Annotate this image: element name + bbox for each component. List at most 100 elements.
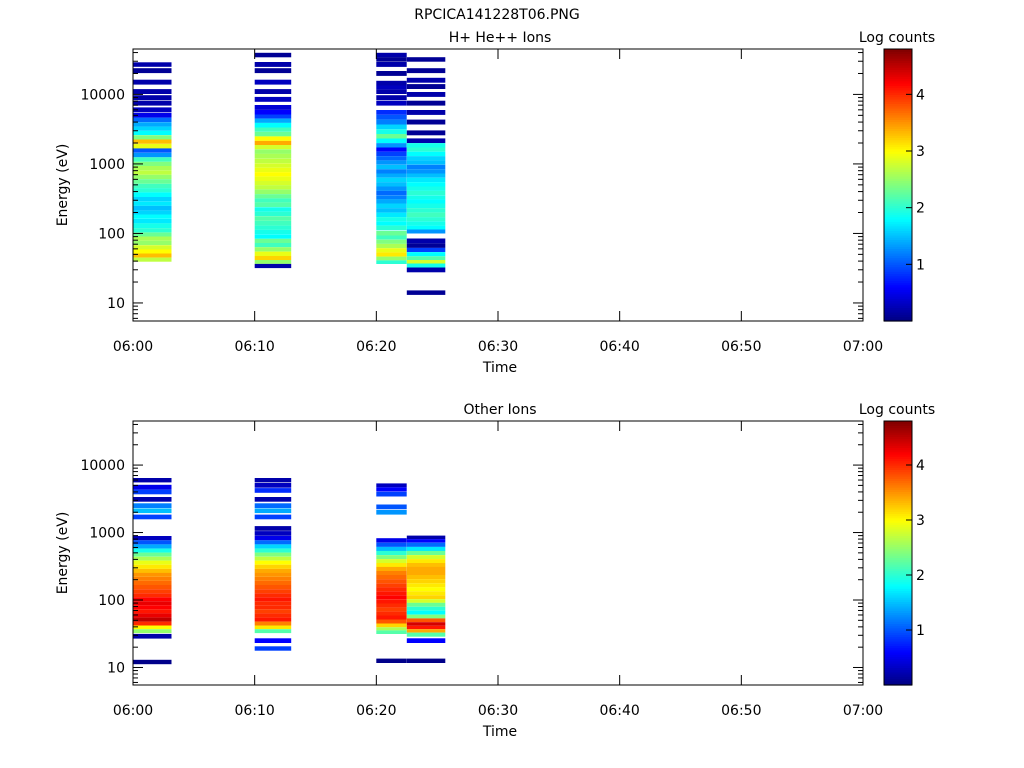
spectrogram-cell: [406, 100, 446, 106]
spectrogram-cell: [376, 119, 407, 125]
colorbar-segment: [884, 300, 912, 304]
colorbar-segment: [884, 667, 912, 671]
spectrogram-cell: [254, 508, 292, 514]
spectrogram-cell: [406, 169, 446, 174]
spectrogram-cell: [254, 597, 292, 602]
colorbar-segment: [884, 627, 912, 631]
spectrogram-cell: [406, 542, 446, 547]
spectrogram-cell: [406, 57, 446, 62]
spectrogram-cell: [254, 207, 292, 212]
spectrogram-cell: [133, 253, 172, 258]
colorbar-segment: [884, 623, 912, 627]
colorbar-segment: [884, 309, 912, 313]
colorbar-segment: [884, 60, 912, 64]
colorbar-segment: [884, 80, 912, 84]
colorbar-segment: [884, 605, 912, 609]
colorbar-segment: [884, 175, 912, 179]
spectrogram-cell: [376, 599, 407, 604]
spectrogram-cell: [133, 232, 172, 237]
colorbar-segment: [884, 634, 912, 638]
colorbar-segment: [884, 652, 912, 655]
colorbar-segment: [884, 107, 912, 111]
spectrogram-cell: [254, 568, 292, 573]
spectrogram-cell: [133, 544, 172, 549]
colorbar-segment: [884, 214, 912, 218]
colorbar-segment: [884, 533, 912, 536]
spectrogram-cell: [133, 143, 172, 149]
spectrogram-cell: [376, 658, 407, 663]
spectrogram-cell: [133, 157, 172, 162]
colorbar-segment: [884, 155, 912, 159]
y-tick-label: 1000: [89, 157, 125, 173]
spectrogram-cell: [133, 621, 172, 626]
spectrogram-cell: [133, 152, 172, 158]
colorbar-segment: [884, 130, 912, 134]
spectrogram-cell: [133, 100, 172, 106]
colorbar-segment: [884, 478, 912, 481]
spectrogram-cell: [254, 621, 292, 626]
spectrogram-cell: [376, 129, 407, 134]
spectrogram-cell: [133, 170, 172, 175]
spectrogram-cell: [133, 236, 172, 241]
colorbar-segment: [884, 212, 912, 216]
spectrogram-cell: [376, 182, 407, 187]
spectrogram-cell: [376, 542, 407, 547]
colorbar-segment: [884, 610, 912, 613]
spectrogram-cell: [133, 68, 172, 74]
spectrogram-cell: [376, 587, 407, 592]
spectrogram-cell: [133, 478, 172, 483]
x-tick-label: 06:10: [234, 703, 274, 719]
spectrogram-cell: [406, 212, 446, 218]
spectrogram-cell: [376, 217, 407, 222]
spectrogram-cell: [254, 118, 292, 123]
spectrogram-cell: [406, 618, 446, 623]
spectrogram-cell: [406, 563, 446, 567]
x-tick-label: 06:20: [356, 339, 396, 355]
spectrogram-cell: [376, 164, 407, 170]
colorbar-segment: [884, 291, 912, 295]
spectrogram-cell: [376, 575, 407, 579]
spectrogram-cell: [254, 181, 292, 186]
spectrogram-cell: [133, 597, 172, 602]
spectrogram-cell: [376, 160, 407, 165]
colorbar-segment: [884, 509, 912, 512]
spectrogram-cell: [376, 611, 407, 616]
spectrogram-cell: [376, 177, 407, 182]
colorbar-segment: [884, 305, 912, 308]
spectrogram-cell: [254, 163, 292, 168]
spectrogram-cell: [254, 122, 292, 128]
spectrogram-cell: [376, 80, 407, 86]
spectrogram-cell: [376, 538, 407, 543]
colorbar-segment: [884, 460, 912, 464]
x-tick-label: 06:40: [599, 703, 639, 719]
spectrogram-cell: [254, 247, 292, 252]
spectrogram-cell: [376, 623, 407, 628]
spectrogram-cell: [376, 243, 407, 249]
colorbar-segment: [884, 526, 912, 530]
colorbar-segment: [884, 546, 912, 550]
spectrogram-cell: [406, 130, 446, 136]
spectrogram-cell: [376, 57, 407, 62]
panel-title: H+ He++ Ions: [449, 30, 552, 46]
colorbar-segment: [884, 182, 912, 186]
spectrogram-cell: [406, 160, 446, 165]
spectrogram-cell: [376, 607, 407, 612]
colorbar-segment: [884, 520, 912, 523]
colorbar-segment: [884, 141, 912, 145]
spectrogram-cell: [254, 153, 292, 159]
plot-frame: [132, 420, 864, 686]
colorbar-segment: [884, 425, 912, 429]
spectrogram-cell: [254, 548, 292, 553]
colorbar-segment: [884, 680, 912, 684]
spectrogram-cell: [133, 228, 172, 233]
colorbar-segment: [884, 542, 912, 545]
colorbar-segment: [884, 232, 912, 236]
colorbar-segment: [884, 216, 912, 220]
colorbar-segment: [884, 144, 912, 148]
colorbar-segment: [884, 539, 912, 543]
colorbar-segment: [884, 586, 912, 589]
x-axis-label: Time: [482, 360, 517, 376]
colorbar-segment: [884, 484, 912, 488]
spectrogram-cell: [254, 536, 292, 541]
spectrogram-cell: [254, 560, 292, 565]
